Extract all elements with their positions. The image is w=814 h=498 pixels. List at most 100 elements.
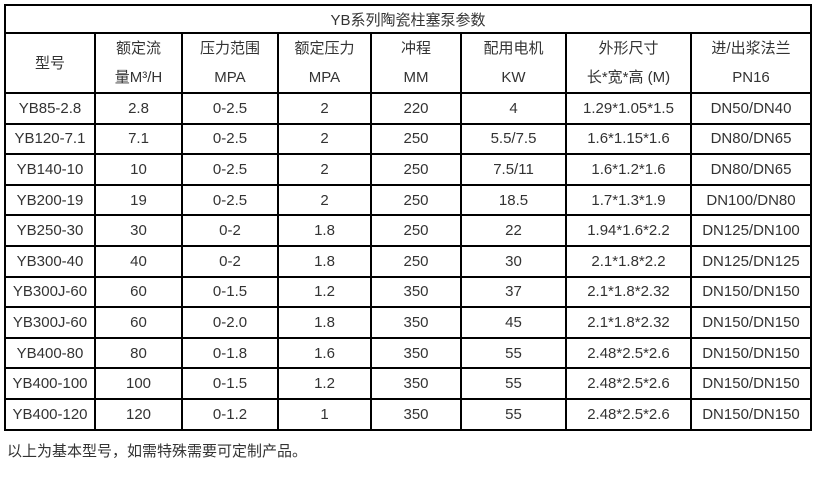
table-cell: 7.1 [94,122,183,156]
table-title: YB系列陶瓷柱塞泵参数 [3,4,813,34]
table-cell: 0-2.5 [181,122,279,156]
table-cell: YB300J-60 [4,306,96,339]
table-cell: DN50/DN40 [689,92,813,125]
header-motor: 配用电机 KW [460,32,567,94]
table-cell: 0-2.0 [181,306,279,339]
table-cell: 30 [94,214,183,247]
table-cell: 1.2 [277,367,372,400]
table-row: YB200-19 19 0-2.5 2 250 18.5 1.7*1.3*1.9 DN100/… [4,183,813,217]
table-cell: 0-2.5 [181,92,279,125]
table-row: YB400-100 100 0-1.5 1.2 350 55 2.48*2.5*2.6 DN1… [4,367,813,400]
header-line: 进/出浆法兰 [711,40,791,57]
table-cell: 1.8 [277,306,372,339]
table-cell: DN125/DN125 [689,244,813,278]
header-line: 长*宽*高 (M) [586,69,671,86]
table-cell: 30 [460,244,567,278]
table-cell: 250 [370,183,462,217]
table-cell: 250 [370,214,462,247]
table-cell: 1.6 [277,336,372,370]
header-pressure-range: 压力范围 MPA [181,32,279,94]
table-cell: 4 [460,92,567,125]
table-cell: 1.6*1.15*1.6 [565,122,692,156]
header-line: 量M³/H [114,69,163,86]
table-cell: 19 [94,183,183,217]
table-cell: 2.48*2.5*2.6 [565,397,692,431]
header-line: 型号 [34,54,65,72]
table-cell: 350 [370,275,462,309]
table-row: YB250-30 30 0-2 1.8 250 22 1.94*1.6*2.2 DN125/D… [4,214,813,247]
table-row: YB140-10 10 0-2.5 2 250 7.5/11 1.6*1.2*1.6 DN80… [4,153,813,186]
table-cell: DN150/DN150 [689,336,813,370]
table-cell: DN80/DN65 [689,153,813,186]
table-cell: 1.94*1.6*2.2 [565,214,692,247]
header-line: 额定压力 [294,40,355,57]
table-cell: 0-1.5 [181,367,279,400]
table-cell: 0-1.2 [181,397,279,431]
table-cell: 2.1*1.8*2.2 [565,244,692,278]
table-cell: 7.5/11 [460,153,567,186]
table-cell: 1.29*1.05*1.5 [565,92,692,125]
table-cell: 0-1.5 [181,275,279,309]
table-cell: 1.6*1.2*1.6 [565,153,692,186]
header-line: 外形尺寸 [598,40,659,57]
table-cell: 1.8 [277,214,372,247]
table-row: YB300-40 40 0-2 1.8 250 30 2.1*1.8*2.2 DN125/DN… [4,244,813,278]
table-cell: DN150/DN150 [689,367,813,400]
table-cell: 40 [94,244,183,278]
table-row: YB400-80 80 0-1.8 1.6 350 55 2.48*2.5*2.6 DN150… [4,336,813,370]
header-line: KW [501,69,526,86]
header-flange: 进/出浆法兰 PN16 [689,32,813,94]
header-stroke: 冲程 MM [370,32,462,94]
pump-spec-table: YB系列陶瓷柱塞泵参数 型号 额定流 量M³/H 压力范围 MPA 额定压力 M… [3,4,813,431]
table-cell: YB300J-60 [4,275,96,309]
table-row: YB120-7.1 7.1 0-2.5 2 250 5.5/7.5 1.6*1.15*1.6… [4,122,813,156]
table-cell: 60 [94,275,183,309]
table-cell: DN150/DN150 [689,275,813,309]
table-cell: 18.5 [460,183,567,217]
table-cell: YB85-2.8 [4,92,96,125]
table-cell: 2 [277,122,372,156]
table-cell: YB250-30 [4,214,96,247]
header-line: 配用电机 [483,40,544,57]
table-cell: 2.1*1.8*2.32 [565,306,692,339]
footnote-text: 以上为基本型号，如需特殊需要可定制产品。 [7,442,308,460]
table-cell: 0-2 [181,214,279,247]
table-cell: 0-2.5 [181,153,279,186]
table-row: YB300J-60 60 0-2.0 1.8 350 45 2.1*1.8*2.32 DN15… [4,306,813,339]
header-line: 冲程 [400,40,431,57]
table-cell: 350 [370,306,462,339]
table-cell: 55 [460,397,567,431]
table-cell: 0-1.8 [181,336,279,370]
table-cell: 55 [460,336,567,370]
header-line: MPA [214,69,246,86]
table-cell: DN100/DN80 [689,183,813,217]
table-cell: 80 [94,336,183,370]
table-cell: 1.2 [277,275,372,309]
table-cell: 220 [370,92,462,125]
table-cell: YB120-7.1 [4,122,96,156]
table-body: YB85-2.8 2.8 0-2.5 2 220 4 1.29*1.05*1.5 DN50/D… [4,92,813,431]
table-cell: 0-2 [181,244,279,278]
table-cell: 250 [370,244,462,278]
table-cell: DN150/DN150 [689,306,813,339]
header-model: 型号 [4,32,96,94]
table-cell: 2 [277,153,372,186]
table-cell: 37 [460,275,567,309]
table-cell: 5.5/7.5 [460,122,567,156]
table-cell: 350 [370,336,462,370]
table-cell: 350 [370,367,462,400]
header-line: 额定流 [115,40,161,57]
table-cell: 10 [94,153,183,186]
table-cell: YB200-19 [4,183,96,217]
table-cell: 55 [460,367,567,400]
table-cell: YB140-10 [4,153,96,186]
table-cell: YB400-80 [4,336,96,370]
table-row: YB300J-60 60 0-1.5 1.2 350 37 2.1*1.8*2.32 DN15… [4,275,813,309]
table-title-row: YB系列陶瓷柱塞泵参数 [3,4,813,34]
table-cell: 45 [460,306,567,339]
table-cell: 2 [277,92,372,125]
table-cell: DN125/DN100 [689,214,813,247]
table-cell: 60 [94,306,183,339]
table-cell: 2.1*1.8*2.32 [565,275,692,309]
table-cell: 250 [370,153,462,186]
